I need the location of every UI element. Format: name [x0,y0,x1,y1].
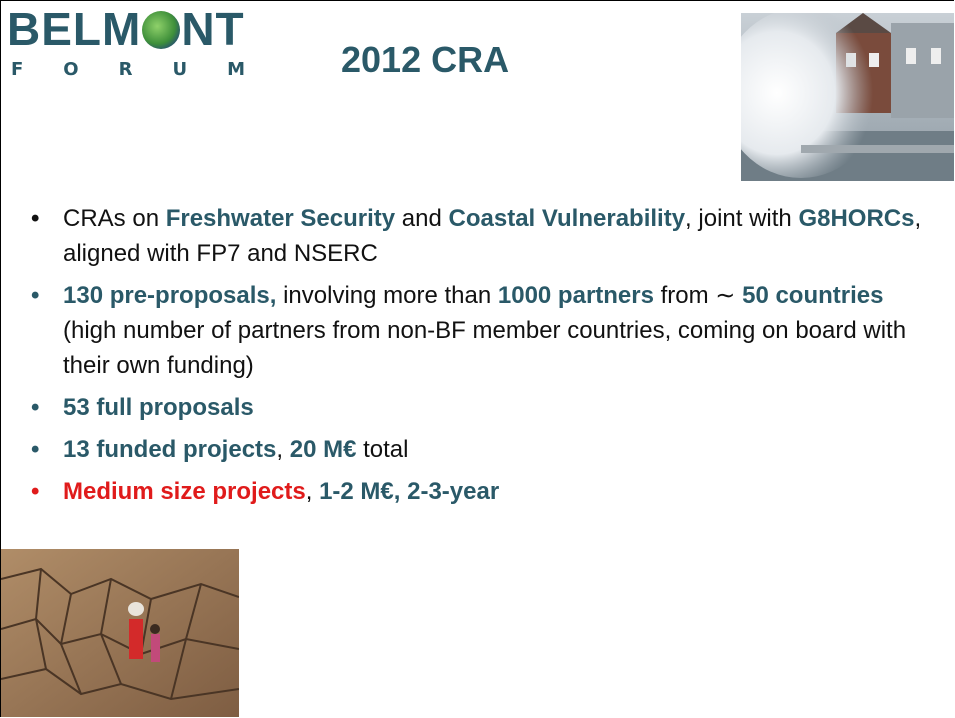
text-run: Medium size projects [63,478,306,505]
bullet-item: • 13 funded projects, 20 M€ total [31,432,931,467]
logo-text: NT [181,3,244,55]
logo-globe [142,11,180,49]
text-run: 1-2 M€, 2-3-year [319,478,499,505]
text-run: Coastal Vulnerability [449,205,686,232]
text-run: Freshwater Security [166,205,395,232]
bullet-marker: • [31,201,39,236]
text-run: 130 pre-proposals, [63,282,276,309]
bullet-marker: • [31,474,39,509]
logo-text: BELM [7,3,141,55]
logo-letter: U [172,59,187,80]
text-run: , joint with [685,205,798,232]
text-run: , [306,478,319,505]
text-run: total [356,436,408,463]
text-run: and [395,205,448,232]
text-run: (high number of partners from non-BF mem… [63,317,906,379]
slide-title: 2012 CRA [341,39,509,81]
text-run: CRAs on [63,205,166,232]
text-run: 1000 partners [498,282,654,309]
text-run: , [276,436,289,463]
bullet-marker: • [31,432,39,467]
text-run: 50 countries [742,282,883,309]
logo-letter: M [227,59,245,80]
bullet-marker: • [31,278,39,313]
text-run: 13 funded projects [63,436,276,463]
bullet-item: • 53 full proposals [31,390,931,425]
logo-wordmark: BELM NT [7,3,245,55]
text-run: G8HORCs [798,205,914,232]
logo-letter: R [119,59,133,80]
bullet-item: • Medium size projects, 1-2 M€, 2-3-year [31,474,931,509]
text-run: from ∼ [654,282,742,309]
text-run: 20 M€ [290,436,357,463]
bullet-item: •130 pre-proposals, involving more than … [31,278,931,383]
text-run: involving more than [276,282,497,309]
bullet-list: • CRAs on Freshwater Security and Coastal… [31,201,931,516]
logo-letter: O [63,59,78,80]
wave-photo [741,13,954,181]
bullet-marker: • [31,390,39,425]
bullet-item: • CRAs on Freshwater Security and Coastal… [31,201,931,271]
logo-letter: F [11,59,23,80]
text-run: 53 full proposals [63,394,254,421]
slide: BELM NT F O R U M 2012 CRA • CRAs on Freshwate… [0,0,954,717]
drought-photo [1,549,239,717]
